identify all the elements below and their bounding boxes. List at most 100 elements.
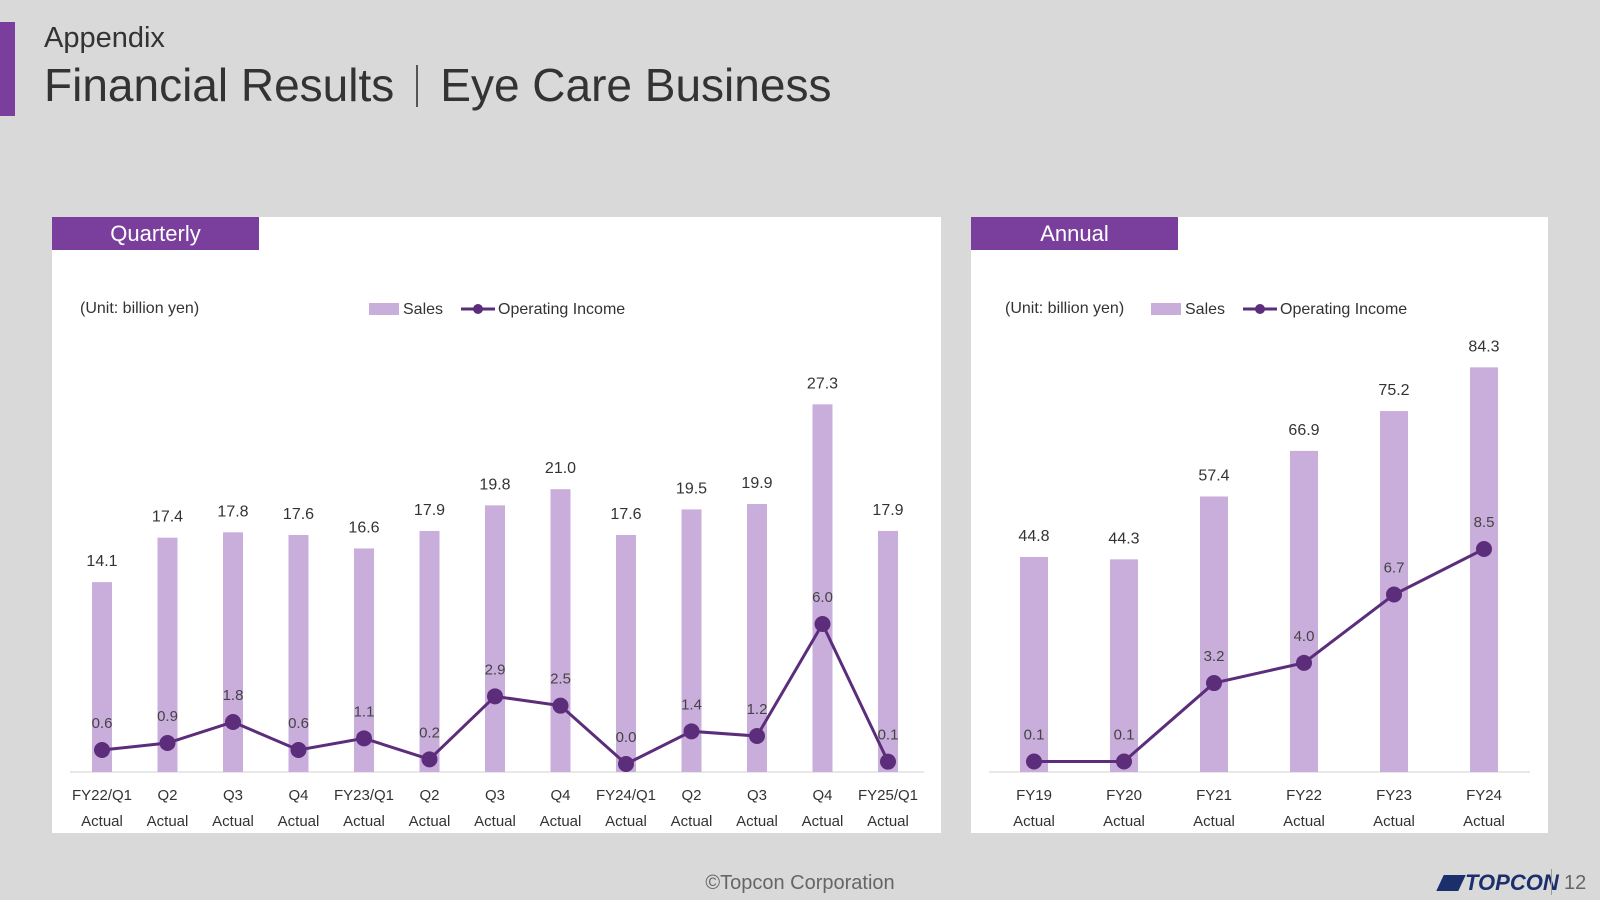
sales-value-label: 19.9 — [741, 475, 772, 492]
operating-income-point — [1206, 675, 1222, 692]
operating-income-point — [487, 688, 503, 705]
legend-sales-swatch — [1151, 303, 1181, 315]
topcon-logo-icon — [1436, 875, 1466, 891]
sales-bar — [1470, 367, 1498, 772]
sales-value-label: 44.8 — [1018, 528, 1049, 545]
operating-income-point — [1386, 586, 1402, 603]
sales-value-label: 17.8 — [217, 503, 248, 520]
legend-income-marker — [473, 304, 483, 314]
annual-chart: (Unit: billion yen) Sales Operating Income… — [989, 300, 1530, 830]
x-tick-sublabel: Actual — [474, 813, 516, 830]
sales-bar — [1110, 559, 1138, 772]
sales-bar — [1020, 556, 1048, 772]
operating-income-point — [1476, 541, 1492, 557]
operating-income-point — [94, 742, 110, 758]
page-number: 12 — [1564, 872, 1587, 894]
topcon-logo: TOPCON — [1436, 870, 1559, 896]
operating-income-point — [1026, 753, 1042, 770]
footer-divider — [1551, 869, 1552, 895]
sales-bar — [550, 489, 571, 772]
annual-tab-label: Annual — [971, 217, 1178, 250]
operating-income-label: 3.2 — [1204, 648, 1225, 665]
operating-income-point — [159, 735, 176, 751]
sales-value-label: 75.2 — [1378, 382, 1409, 399]
operating-income-label: 0.2 — [419, 724, 440, 741]
sales-value-label: 17.4 — [152, 509, 183, 526]
sales-bar — [419, 530, 440, 772]
legend-sales-swatch — [369, 303, 399, 315]
x-tick-label: Q3 — [747, 787, 767, 804]
sales-bar — [1200, 496, 1228, 772]
operating-income-label: 0.6 — [92, 715, 113, 732]
operating-income-point — [290, 742, 307, 758]
operating-income-label: 8.5 — [1474, 514, 1495, 531]
operating-income-point — [1116, 753, 1132, 770]
x-tick-label: Q2 — [157, 787, 177, 804]
x-tick-label: Q4 — [812, 787, 832, 804]
x-tick-sublabel: Actual — [1013, 813, 1055, 830]
x-tick-sublabel: Actual — [1193, 813, 1235, 830]
sales-bar — [354, 548, 374, 772]
x-tick-sublabel: Actual — [212, 813, 254, 830]
sales-bar — [92, 582, 112, 772]
sales-value-label: 17.9 — [414, 502, 445, 519]
title-separator — [416, 65, 419, 107]
x-tick-label: Q2 — [681, 787, 701, 804]
x-tick-label: Q4 — [550, 787, 570, 804]
sales-value-label: 17.9 — [872, 502, 903, 519]
operating-income-point — [880, 753, 896, 770]
operating-income-label: 0.1 — [878, 727, 899, 744]
sales-value-label: 84.3 — [1468, 338, 1499, 355]
unit-label: (Unit: billion yen) — [1005, 300, 1124, 317]
operating-income-label: 6.7 — [1384, 560, 1405, 577]
x-tick-sublabel: Actual — [409, 813, 451, 830]
x-tick-label: Q3 — [485, 787, 505, 804]
operating-income-label: 2.5 — [550, 671, 571, 688]
operating-income-label: 0.1 — [1024, 726, 1045, 743]
x-tick-sublabel: Actual — [278, 813, 320, 830]
sales-value-label: 57.4 — [1198, 467, 1229, 484]
x-tick-label: FY23 — [1376, 787, 1412, 804]
title-right: Eye Care Business — [440, 59, 832, 111]
x-tick-sublabel: Actual — [81, 813, 123, 830]
legend-sales-label: Sales — [403, 301, 443, 318]
quarterly-panel: Quarterly (Unit: billion yen) Sales Operat… — [52, 217, 941, 833]
x-tick-sublabel: Actual — [1283, 813, 1325, 830]
x-tick-sublabel: Actual — [1373, 813, 1415, 830]
x-tick-sublabel: Actual — [343, 813, 385, 830]
sales-value-label: 14.1 — [86, 553, 117, 570]
x-tick-label: Q3 — [223, 787, 243, 804]
operating-income-label: 2.9 — [485, 661, 506, 678]
operating-income-label: 1.2 — [747, 701, 768, 718]
x-tick-label: Q2 — [419, 787, 439, 804]
legend-sales-label: Sales — [1185, 301, 1225, 318]
x-tick-sublabel: Actual — [671, 813, 713, 830]
quarterly-chart: (Unit: billion yen) Sales Operating Income… — [70, 300, 924, 830]
x-tick-label: FY22 — [1286, 787, 1322, 804]
logo-text: TOPCON — [1465, 870, 1559, 895]
sales-value-label: 17.6 — [610, 506, 641, 523]
sales-bar — [812, 404, 833, 772]
x-tick-label: FY22/Q1 — [72, 787, 132, 804]
sales-value-label: 66.9 — [1288, 422, 1319, 439]
sales-value-label: 27.3 — [807, 375, 838, 392]
x-tick-label: FY24/Q1 — [596, 787, 656, 804]
operating-income-point — [814, 616, 831, 632]
x-tick-label: Q4 — [288, 787, 308, 804]
sales-bar — [157, 537, 178, 772]
operating-income-label: 0.1 — [1114, 726, 1135, 743]
x-tick-label: FY24 — [1466, 787, 1502, 804]
x-tick-sublabel: Actual — [802, 813, 844, 830]
legend-income-label: Operating Income — [1280, 301, 1407, 318]
operating-income-point — [749, 728, 765, 744]
x-tick-label: FY25/Q1 — [858, 787, 918, 804]
x-tick-label: FY20 — [1106, 787, 1142, 804]
x-tick-sublabel: Actual — [540, 813, 582, 830]
quarterly-tab-label: Quarterly — [52, 217, 259, 250]
sales-value-label: 44.3 — [1108, 530, 1139, 547]
x-tick-label: FY21 — [1196, 787, 1232, 804]
sales-value-label: 21.0 — [545, 460, 576, 477]
sales-value-label: 16.6 — [348, 519, 379, 536]
sales-bar — [485, 505, 505, 772]
operating-income-point — [618, 756, 634, 772]
